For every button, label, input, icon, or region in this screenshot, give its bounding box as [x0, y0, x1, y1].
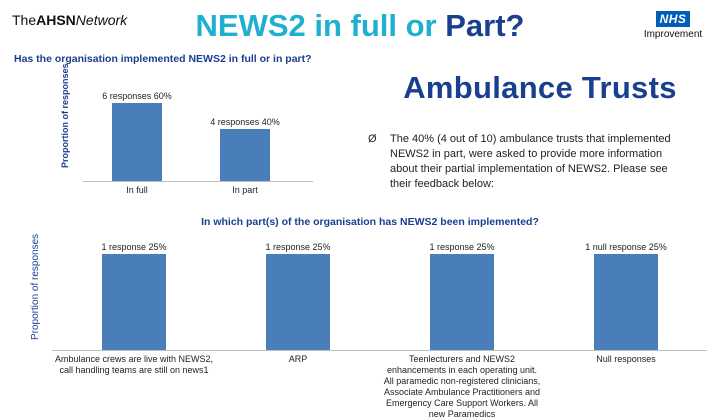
logo-ahsn: AHSN: [36, 12, 76, 28]
chart-data-label: 1 null response 25%: [585, 242, 667, 252]
nhs-badge: NHS: [655, 11, 691, 27]
chart-data-label: 1 response 25%: [101, 242, 167, 252]
chart-2-y-axis-label: Proportion of responses: [30, 233, 41, 340]
chart-data-label: 1 response 25%: [265, 242, 331, 252]
logo-network: Network: [75, 12, 128, 28]
nhs-improvement-logo: NHS Improvement: [640, 10, 706, 40]
chart-category-label: In part: [232, 185, 258, 195]
chart-bar: [594, 254, 658, 350]
chart-bar: [112, 103, 162, 181]
nhs-improvement-label: Improvement: [643, 29, 703, 40]
chart-category-label: ARP: [288, 354, 308, 364]
chart-category-label: Teenlecturers and NEWS2 enhancements in …: [383, 354, 541, 419]
chart-2-question: In which part(s) of the organisation has…: [201, 216, 539, 228]
chart-1-x-axis: [83, 181, 313, 182]
arrow-bullet-icon: Ø: [368, 133, 377, 145]
chart-data-label: 6 responses 60%: [102, 91, 172, 101]
bullet-paragraph: Ø The 40% (4 out of 10) ambulance trusts…: [368, 132, 674, 192]
section-subtitle: Ambulance Trusts: [403, 70, 677, 105]
bullet-text: The 40% (4 out of 10) ambulance trusts t…: [390, 133, 671, 190]
chart-bar: [220, 129, 270, 181]
chart-category-label: In full: [126, 185, 148, 195]
chart-bar: [102, 254, 166, 350]
chart-category-label: Ambulance crews are live with NEWS2, cal…: [54, 354, 214, 375]
chart-2-x-axis: [52, 350, 707, 351]
chart-bar: [266, 254, 330, 350]
chart-bar: [430, 254, 494, 350]
chart-category-label: Null responses: [596, 354, 656, 364]
title-part-1: NEWS2 in full or: [195, 8, 446, 43]
page-title: NEWS2 in full or Part?: [0, 8, 720, 44]
title-part-2: Part?: [445, 8, 525, 43]
chart-data-label: 4 responses 40%: [210, 117, 280, 127]
chart-data-label: 1 response 25%: [429, 242, 495, 252]
chart-1-y-axis-label: Proportion of responses: [60, 63, 70, 168]
ahsn-network-logo: TheAHSNNetwork: [12, 12, 127, 28]
logo-the: The: [12, 12, 37, 28]
chart-1-question: Has the organisation implemented NEWS2 i…: [14, 53, 312, 65]
